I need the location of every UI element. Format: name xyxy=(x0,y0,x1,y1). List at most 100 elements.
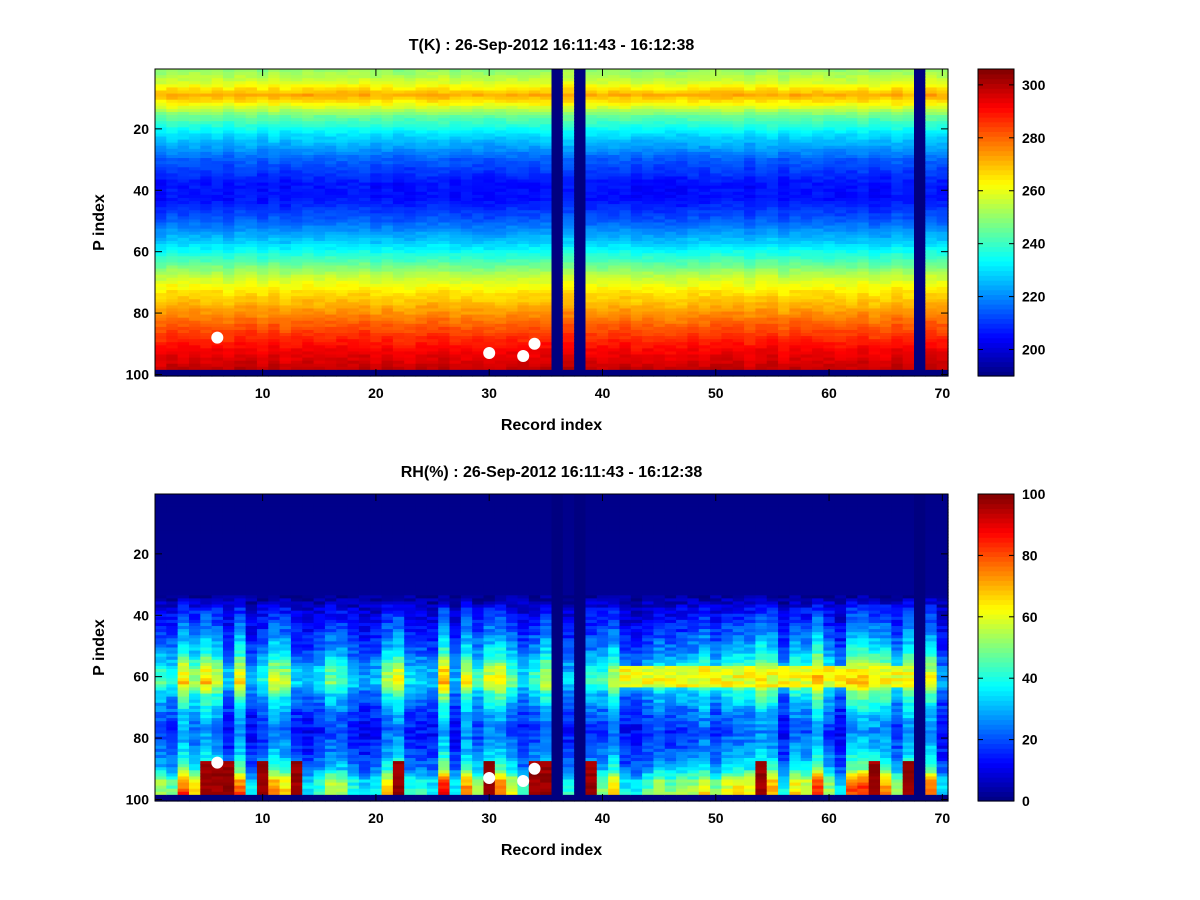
heatmap-cell xyxy=(347,308,360,313)
heatmap-cell xyxy=(279,194,292,199)
heatmap-cell xyxy=(347,336,360,340)
heatmap-cell xyxy=(211,161,224,165)
heatmap-cell xyxy=(358,108,371,113)
heatmap-cell xyxy=(290,182,303,187)
heatmap-cell xyxy=(211,299,224,303)
heatmap-cell xyxy=(256,93,269,98)
heatmap-cell xyxy=(381,111,394,116)
heatmap-cell xyxy=(166,139,179,144)
heatmap-cell xyxy=(200,81,213,85)
heatmap-cell xyxy=(268,277,281,282)
heatmap-cell xyxy=(245,314,258,319)
heatmap-cell xyxy=(268,351,281,356)
heatmap-cell xyxy=(211,317,224,322)
heatmap-cell xyxy=(155,345,167,349)
heatmap-cell xyxy=(279,154,292,159)
heatmap-cell xyxy=(188,182,201,187)
heatmap-cell xyxy=(370,164,383,168)
heatmap-cell xyxy=(188,280,201,285)
heatmap-cell xyxy=(313,262,326,267)
heatmap-column xyxy=(245,69,258,377)
heatmap-cell xyxy=(166,372,179,377)
heatmap-cell xyxy=(302,136,315,141)
heatmap-cell xyxy=(222,336,235,340)
heatmap-cell xyxy=(268,333,281,337)
heatmap-cell xyxy=(279,280,292,285)
heatmap-cell xyxy=(370,360,383,365)
heatmap-cell xyxy=(290,290,303,294)
heatmap-cell xyxy=(290,133,303,138)
heatmap-cell xyxy=(245,121,258,125)
heatmap-cell xyxy=(188,311,201,316)
heatmap-cell xyxy=(268,222,281,227)
heatmap-cell xyxy=(358,259,371,264)
heatmap-column xyxy=(642,69,655,377)
heatmap-cell xyxy=(290,204,303,208)
heatmap-cell xyxy=(177,363,190,368)
heatmap-cell xyxy=(245,90,258,95)
heatmap-cell xyxy=(245,170,258,174)
heatmap-cell xyxy=(222,170,235,174)
heatmap-column xyxy=(268,69,281,377)
heatmap-cell xyxy=(347,78,360,82)
heatmap-cell xyxy=(268,75,281,79)
heatmap-cell xyxy=(222,118,235,122)
heatmap-cell xyxy=(313,363,326,368)
heatmap-cell xyxy=(234,219,247,224)
heatmap-cell xyxy=(370,311,383,316)
heatmap-cell xyxy=(336,299,349,303)
heatmap-cell xyxy=(279,333,292,337)
heatmap-cell xyxy=(211,283,224,288)
heatmap-cell xyxy=(188,240,201,245)
heatmap-cell xyxy=(279,250,292,254)
heatmap-cell xyxy=(279,158,292,162)
heatmap-cell xyxy=(268,262,281,267)
heatmap-cell xyxy=(245,139,258,144)
heatmap-cell xyxy=(290,302,303,306)
heatmap-cell xyxy=(313,78,326,82)
heatmap-cell xyxy=(290,96,303,101)
heatmap-cell xyxy=(347,271,360,276)
heatmap-cell xyxy=(358,170,371,174)
heatmap-cell xyxy=(188,357,201,362)
heatmap-cell xyxy=(200,158,213,162)
heatmap-cell xyxy=(268,360,281,365)
heatmap-cell xyxy=(290,326,303,331)
heatmap-cell xyxy=(302,121,315,125)
heatmap-cell xyxy=(302,90,315,95)
heatmap-cell xyxy=(279,290,292,294)
heatmap-cell xyxy=(245,118,258,122)
heatmap-cell xyxy=(324,96,337,101)
heatmap-cell xyxy=(188,317,201,322)
heatmap-cell xyxy=(256,182,269,187)
heatmap-cell xyxy=(290,336,303,340)
heatmap-cell xyxy=(211,111,224,116)
heatmap-cell xyxy=(268,111,281,116)
heatmap-cell xyxy=(256,108,269,113)
heatmap-cell xyxy=(336,283,349,288)
heatmap-cell xyxy=(358,176,371,181)
heatmap-cell xyxy=(336,271,349,276)
heatmap-cell xyxy=(234,154,247,159)
heatmap-cell xyxy=(166,173,179,178)
heatmap-cell xyxy=(358,201,371,205)
heatmap-cell xyxy=(381,173,394,178)
heatmap-cell xyxy=(347,326,360,331)
heatmap-cell xyxy=(177,243,190,248)
heatmap-cell xyxy=(166,121,179,125)
heatmap-cell xyxy=(358,87,371,92)
heatmap-cell xyxy=(234,363,247,368)
heatmap-cell xyxy=(211,296,224,300)
heatmap-cell xyxy=(166,247,179,251)
heatmap-cell xyxy=(211,151,224,156)
heatmap-cell xyxy=(347,351,360,356)
heatmap-cell xyxy=(155,305,167,310)
heatmap-cell xyxy=(256,75,269,79)
heatmap-cell xyxy=(324,290,337,294)
heatmap-cell xyxy=(268,207,281,211)
heatmap-cell xyxy=(155,326,167,331)
heatmap-cell xyxy=(358,265,371,270)
heatmap-cell xyxy=(279,173,292,178)
heatmap-cell xyxy=(211,84,224,89)
heatmap-cell xyxy=(290,201,303,205)
